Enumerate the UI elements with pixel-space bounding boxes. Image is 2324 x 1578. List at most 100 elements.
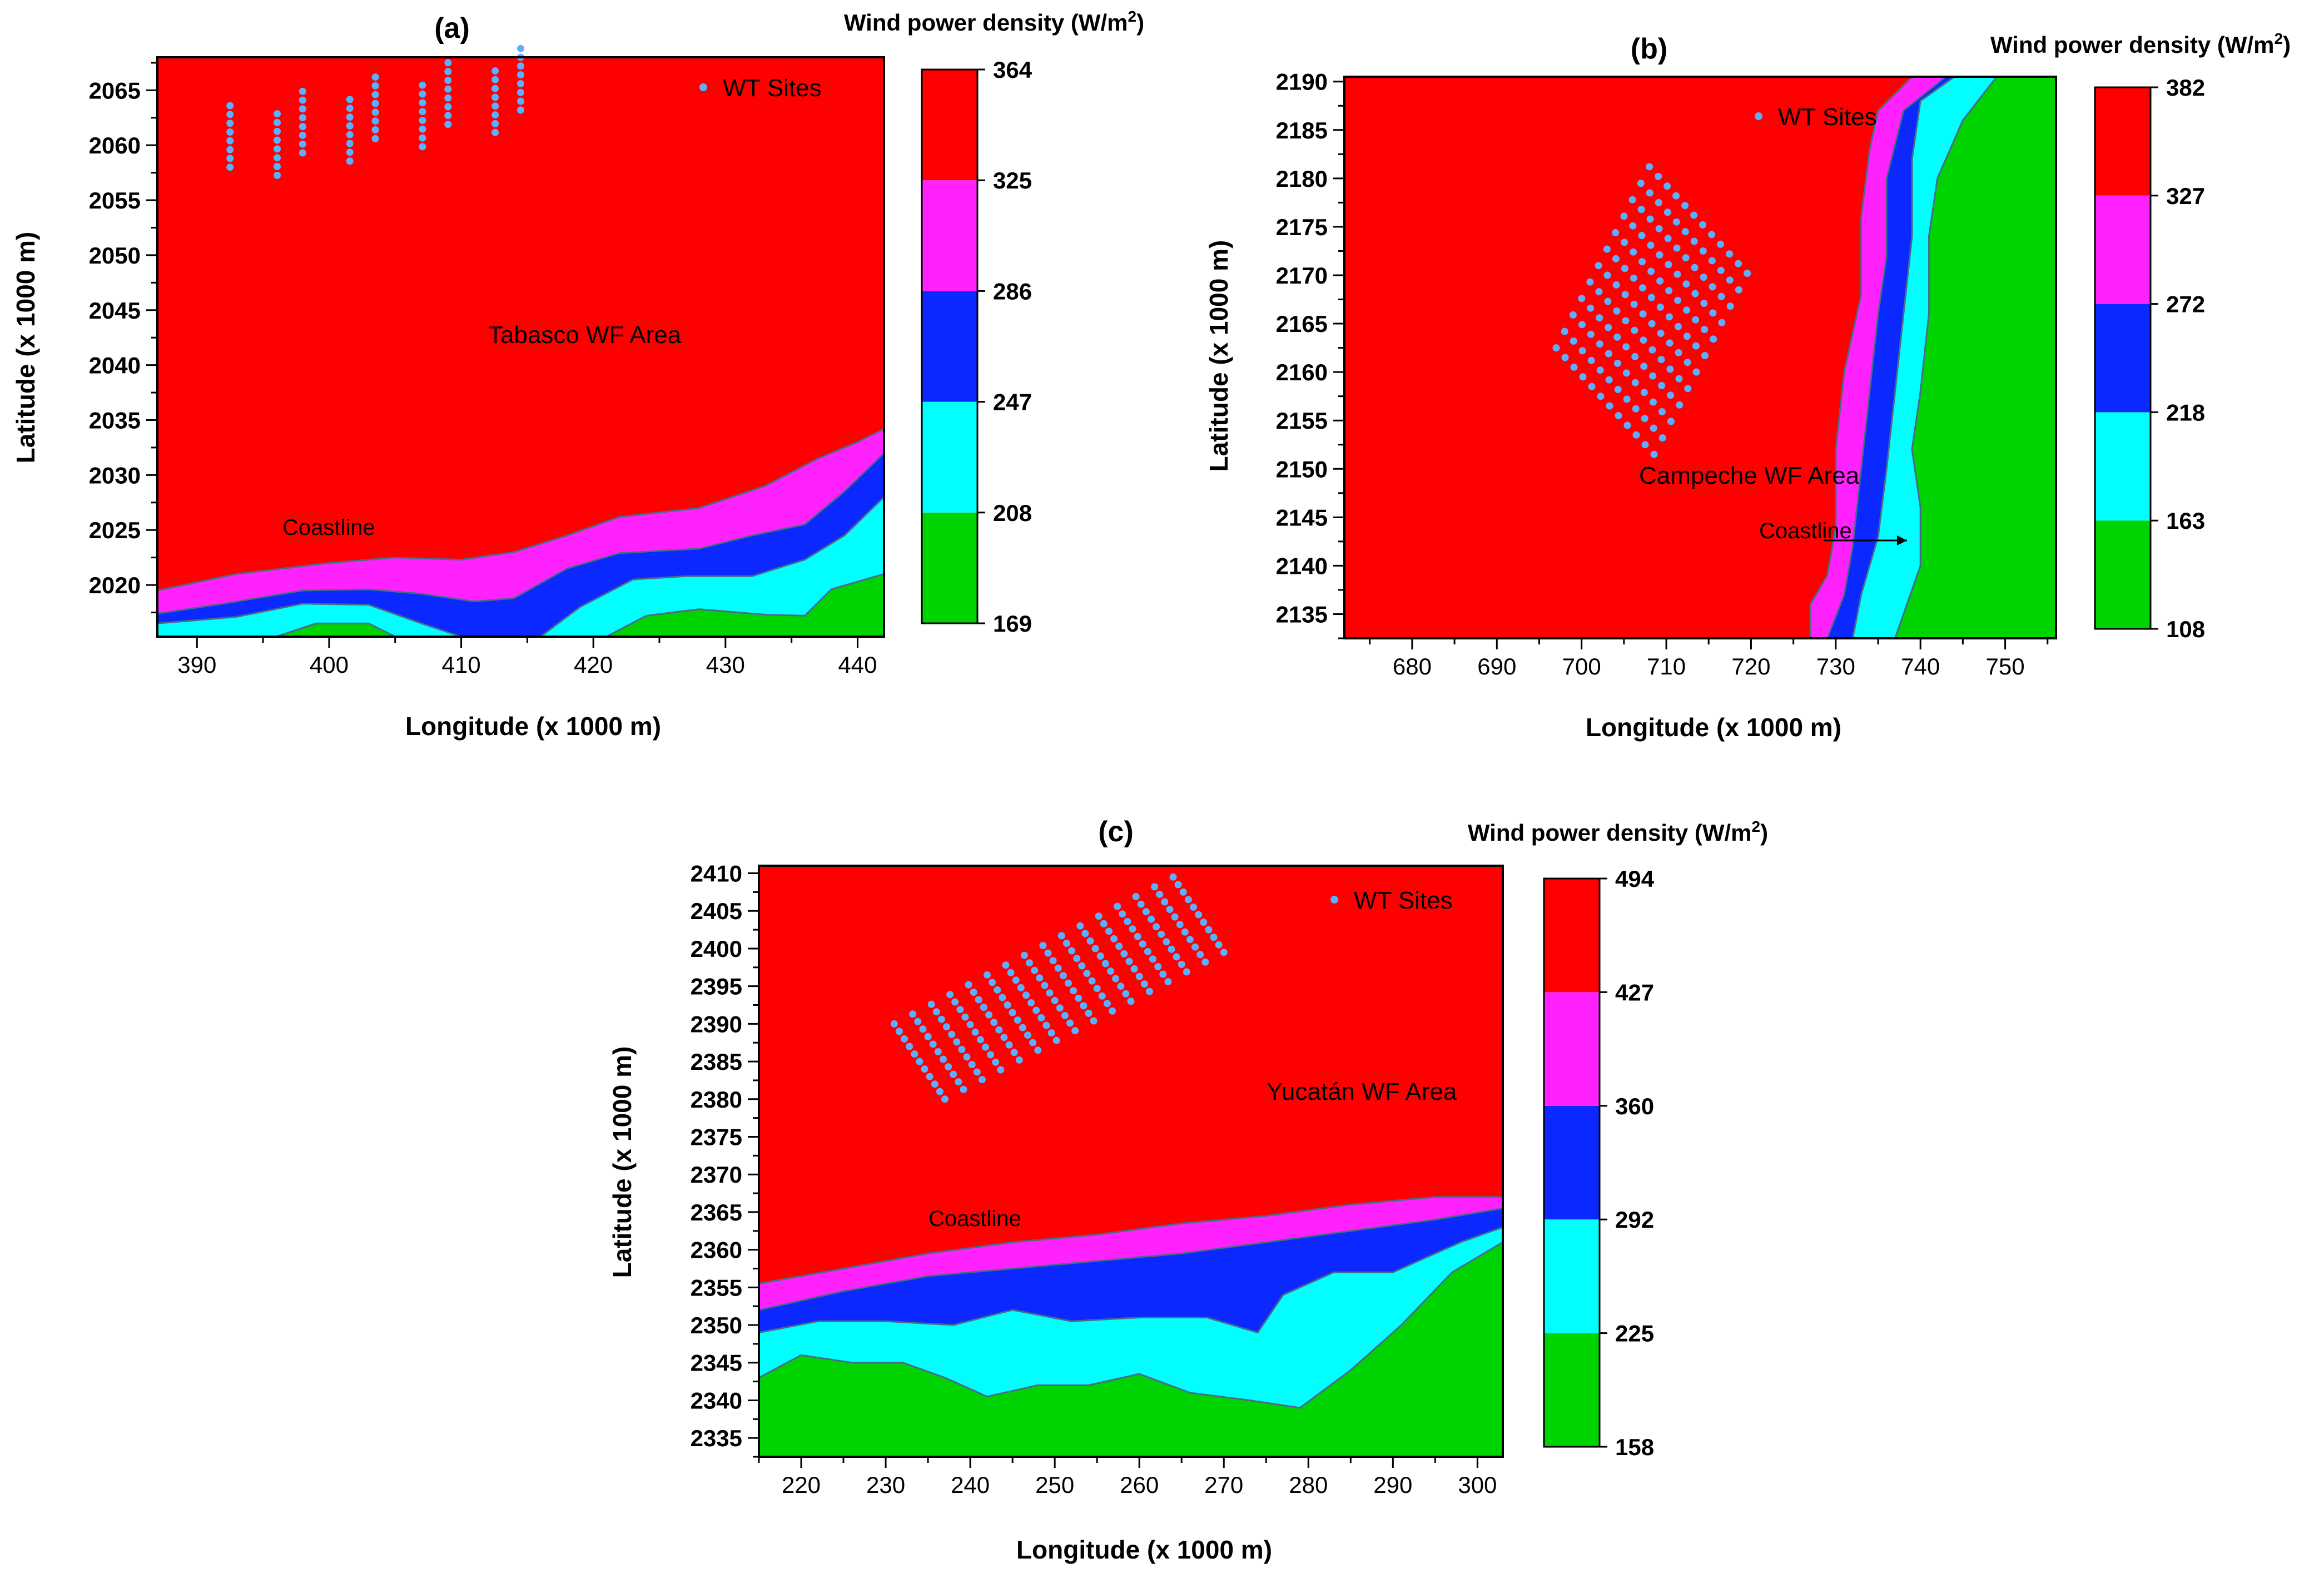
y-tick-label: 2020 (89, 572, 141, 598)
wt-site-point (973, 1068, 981, 1076)
wt-site-point (968, 1061, 976, 1068)
wt-site-point (1735, 286, 1742, 294)
wt-site-point (901, 1035, 908, 1043)
wt-site-point (1159, 970, 1167, 978)
x-tick-label: 440 (838, 652, 877, 678)
wt-site-point (1717, 266, 1725, 274)
wt-site-point (1078, 962, 1086, 970)
wt-site-point (1004, 1001, 1011, 1009)
wt-site-point (274, 127, 281, 135)
wt-site-point (517, 106, 524, 114)
wt-site-point (346, 148, 354, 156)
wt-site-point (299, 123, 306, 131)
wt-site-point (1744, 270, 1751, 277)
wt-site-point (1088, 977, 1096, 985)
wt-site-point (1621, 239, 1628, 246)
wt-site-point (1700, 300, 1708, 307)
wt-site-point (992, 1058, 1000, 1066)
wt-site-point (1015, 1056, 1023, 1064)
wt-site-point (299, 105, 306, 113)
wt-site-point (226, 128, 234, 136)
wt-site-point (1623, 395, 1631, 403)
y-tick-label: 2150 (1276, 456, 1328, 482)
wt-site-point (1657, 330, 1665, 337)
wt-site-point (1095, 912, 1103, 920)
wt-site-point (971, 1028, 979, 1036)
wt-site-point (1647, 267, 1655, 275)
wt-site-point (1658, 382, 1666, 389)
wt-site-point (1163, 938, 1170, 946)
colorbar-title-end: ) (2283, 32, 2291, 58)
wt-site-point (491, 67, 499, 75)
wt-site-point (1034, 1046, 1042, 1054)
wt-site-point (1699, 221, 1707, 229)
wt-site-point (1657, 356, 1665, 363)
wt-site-point (1658, 408, 1666, 415)
wt-site-point (1183, 968, 1190, 976)
wt-site-point (491, 128, 499, 136)
wt-site-point (1701, 352, 1709, 359)
wt-site-point (299, 140, 306, 148)
wt-site-point (299, 114, 306, 122)
wt-site-point (1673, 244, 1681, 252)
wt-site-point (1708, 257, 1716, 265)
wt-site-point (919, 1025, 927, 1033)
wt-site-point (1700, 274, 1707, 281)
wt-site-point (226, 111, 234, 118)
y-tick-label: 2180 (1276, 166, 1328, 192)
wt-site-point (1068, 947, 1076, 955)
wt-site-point (1578, 321, 1586, 329)
colorbar-title-main: Wind power density (W/m (1990, 32, 2275, 58)
contour-field (1344, 77, 2056, 638)
legend-marker-icon (1755, 112, 1762, 120)
wt-site-point (999, 994, 1006, 1001)
y-tick-label: 2135 (1276, 601, 1328, 627)
wt-site-point (984, 971, 991, 979)
wt-site-point (299, 131, 306, 139)
legend-marker-icon (699, 83, 707, 91)
wt-site-point (1699, 247, 1707, 255)
wt-site-point (1676, 401, 1684, 409)
wt-site-point (299, 87, 306, 95)
colorbar-segment (2095, 304, 2151, 413)
wt-site-point (1638, 232, 1646, 240)
wt-site-point (1649, 398, 1657, 406)
wt-site-point (948, 1030, 956, 1038)
wt-site-point (926, 1073, 933, 1080)
wt-site-point (936, 1088, 943, 1095)
wt-site-point (985, 1011, 993, 1019)
wt-site-point (1090, 1017, 1098, 1025)
wt-site-point (1065, 979, 1072, 987)
wt-site-point (1007, 969, 1015, 976)
coastline-label: Coastline (928, 1207, 1021, 1231)
wt-site-point (346, 157, 354, 165)
wt-site-point (1623, 421, 1631, 429)
y-tick-label: 2055 (89, 187, 141, 214)
x-tick-label: 430 (706, 652, 745, 678)
x-tick-label: 730 (1816, 653, 1855, 679)
wt-site-point (1667, 391, 1675, 399)
wt-site-point (1586, 278, 1594, 286)
wt-site-point (995, 1026, 1003, 1034)
wt-site-point (943, 1023, 950, 1031)
wt-site-point (1726, 250, 1734, 258)
y-tick-label: 2400 (691, 936, 742, 962)
wt-site-point (1578, 295, 1586, 302)
y-tick-label: 2165 (1276, 311, 1328, 337)
wt-site-point (1640, 336, 1647, 344)
y-tick-label: 2340 (691, 1387, 742, 1413)
wt-site-point (1012, 976, 1020, 984)
wt-site-point (1709, 283, 1716, 291)
wt-site-point (1605, 376, 1613, 384)
x-tick-label: 410 (442, 652, 481, 678)
wt-site-point (1022, 991, 1030, 999)
wt-site-point (1631, 353, 1639, 360)
wt-site-point (226, 146, 234, 153)
panel-label: (b) (1631, 33, 1667, 65)
wt-site-point (491, 111, 499, 119)
wt-site-point (1168, 945, 1175, 953)
wt-site-point (1666, 365, 1674, 373)
wt-site-point (914, 1018, 922, 1025)
wt-site-point (1665, 313, 1673, 321)
wt-site-point (1080, 1002, 1087, 1010)
